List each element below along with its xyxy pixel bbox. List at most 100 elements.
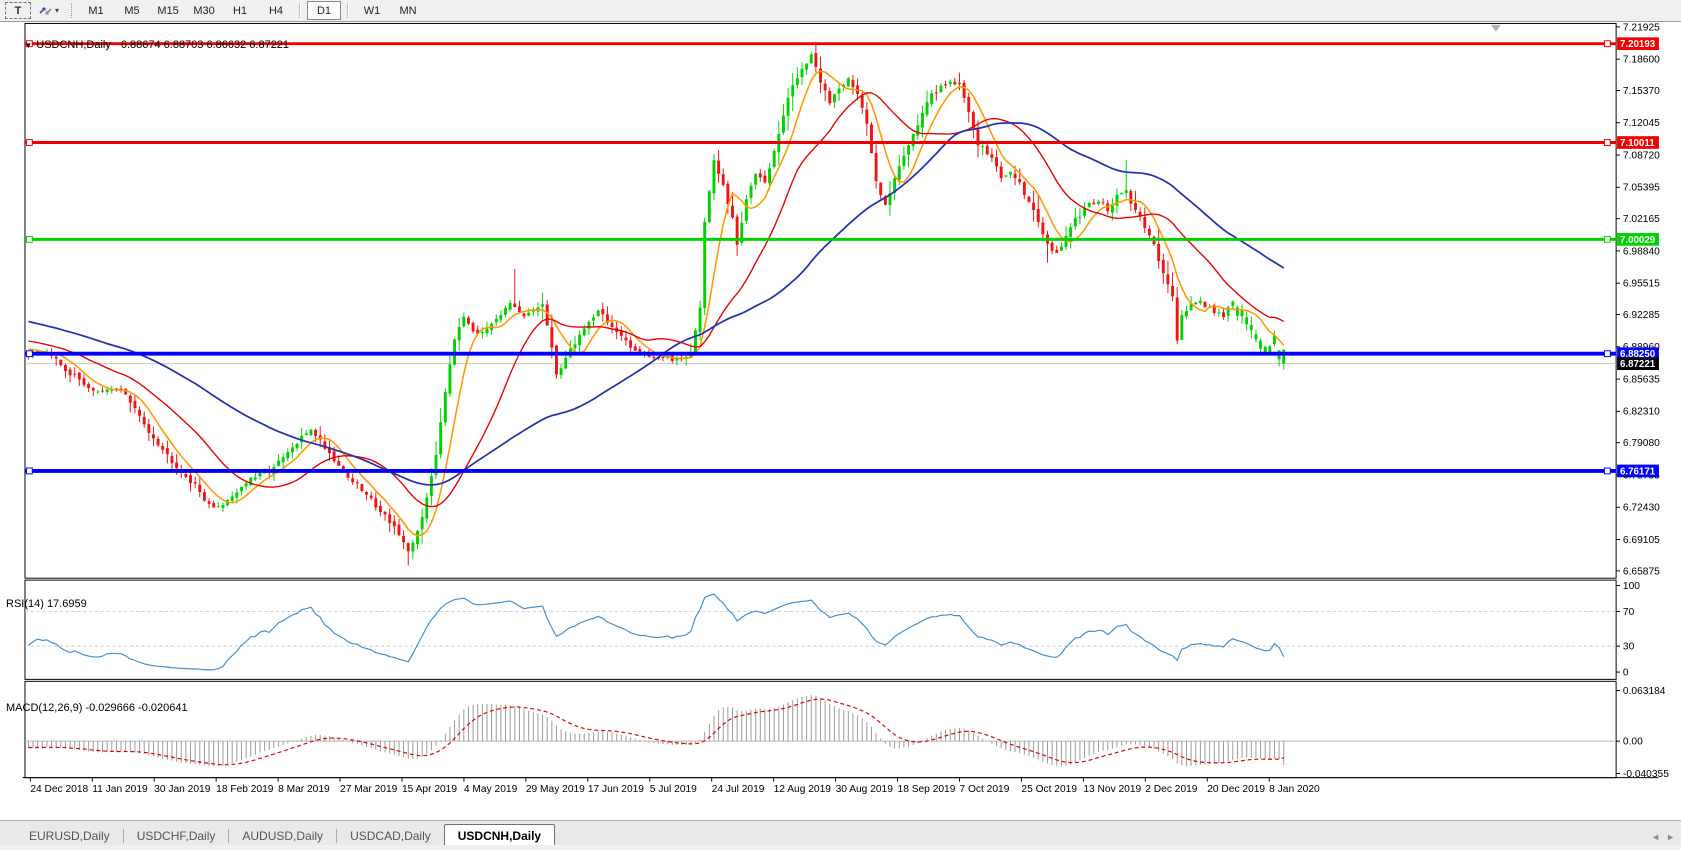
candle-body [462,316,466,327]
candle-body [420,517,424,530]
candle-body [1268,346,1272,353]
candle-body [1254,334,1258,340]
price-tag [1617,136,1659,149]
candle-body [508,302,512,310]
toolbar-separator [299,3,302,18]
candle-body [91,388,95,391]
timeframe-button-m15[interactable]: M15 [157,4,179,17]
candle-body [425,497,429,519]
chart-window[interactable]: 7.21925 7.18600 7.15370 7.12045 7.08720 7.053… [0,22,1681,820]
hline-handle[interactable] [25,467,33,475]
rsi-indicator-label: RSI(14) 17.6959 [6,598,87,610]
candle-body [133,400,137,409]
tile-windows-button[interactable]: ▾ [33,1,64,20]
rsi-tick-label: 70 [1623,607,1635,618]
candle-body [1018,179,1022,183]
tab-audusd[interactable]: AUDUSD,Daily [242,829,324,843]
candle-body [944,84,948,86]
hline-handle[interactable] [25,40,33,48]
candle-body [958,82,961,85]
candle-body [939,85,943,93]
tab-usdchf[interactable]: USDCHF,Daily [136,829,216,843]
candle-body [1087,202,1091,207]
hline-handle[interactable] [1603,467,1611,475]
candle-body [193,482,197,484]
candle-body [304,433,308,436]
chart-dropdown-icon[interactable]: ▼ [24,41,33,50]
candle-body [883,196,887,205]
date-tick-label: 12 Aug 2019 [774,784,832,795]
candle-body [541,304,545,307]
timeframe-button-h1[interactable]: H1 [232,4,248,17]
timeframe-button-mn[interactable]: MN [399,4,417,17]
candle-body [198,484,202,492]
candle-body [527,312,531,316]
candle-body [161,445,165,450]
tab-usdcad[interactable]: USDCAD,Daily [350,829,431,843]
candle-body [240,486,243,492]
hline-handle[interactable] [25,350,33,358]
price-tick-label: 7.08720 [1623,150,1660,161]
timeframe-button-m30[interactable]: M30 [193,4,215,17]
chevron-down-icon: ▾ [55,6,60,15]
candle-body [754,174,758,185]
candle-body [147,424,151,433]
candle-body [1282,349,1286,364]
hline-handle[interactable] [1603,350,1611,358]
rsi-panel [24,579,1617,680]
status-strip [0,845,1681,850]
candle-body [559,368,563,376]
candle-body [332,451,336,462]
candle-body [457,326,461,341]
candle-body [184,474,188,477]
timeframe-button-m1[interactable]: M1 [88,4,104,17]
candle-body [82,378,86,385]
candle-body [406,543,410,552]
tab-scroll-left-icon[interactable]: ◄ [1651,832,1661,842]
candle-body [114,388,118,390]
candle-body [207,501,211,504]
hline-handle[interactable] [1603,40,1611,48]
candle-body [735,216,739,245]
chart-plot[interactable]: 7.21925 7.18600 7.15370 7.12045 7.08720 7.053… [0,22,1681,820]
timeframe-button-h4[interactable]: H4 [268,4,284,17]
candle-body [531,310,535,312]
candle-body [930,93,934,105]
candle-body [721,174,725,185]
timeframe-button-m5[interactable]: M5 [124,4,140,17]
date-tick-label: 2 Dec 2019 [1145,784,1198,795]
tab-usdcnh[interactable]: USDCNH,Daily [443,824,556,846]
date-tick-label: 11 Jan 2019 [92,784,148,795]
candle-body [1222,312,1225,318]
candle-body [300,435,304,443]
price-tick-label: 6.82310 [1623,407,1660,418]
tab-eurusd[interactable]: EURUSD,Daily [29,829,110,843]
candle-body [781,115,785,133]
hline-handle[interactable] [1603,139,1611,146]
text-label-tool-button[interactable]: T [5,2,31,19]
candle-body [832,94,836,103]
timeframe-button-d1[interactable]: D1 [307,1,342,20]
candle-body [846,78,850,87]
candle-body [68,369,72,376]
candle-body [485,328,489,334]
candle-body [281,457,285,463]
candle-body [768,168,772,184]
candle-body [995,157,998,167]
candle-body [971,112,975,128]
timeframe-button-w1[interactable]: W1 [363,4,381,17]
candle-body [800,68,804,78]
hline-handle[interactable] [1603,235,1611,243]
tab-scroll-right-icon[interactable]: ► [1666,832,1675,842]
candle-body [517,306,521,313]
candle-body [985,145,989,155]
price-tag-label: 6.88250 [1620,349,1655,360]
candle-body [351,478,355,483]
candle-body [323,441,327,449]
hline-handle[interactable] [25,139,33,146]
candle-body [911,134,915,147]
rsi-tick-label: 100 [1623,581,1640,592]
price-tick-label: 7.18600 [1623,55,1660,66]
hline-handle[interactable] [25,235,33,243]
